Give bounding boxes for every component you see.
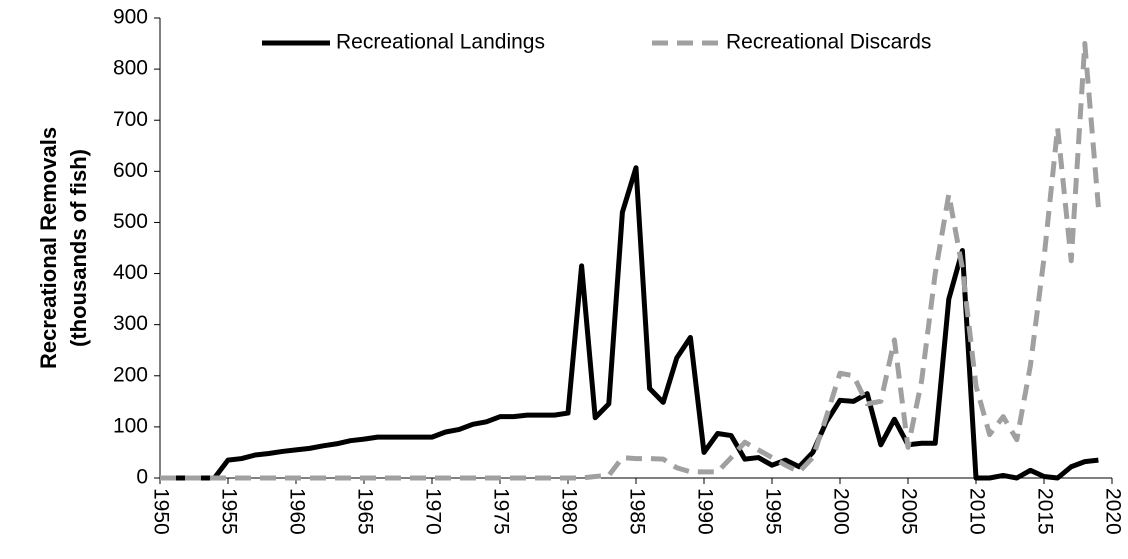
y-axis-title: (thousands of fish) xyxy=(66,149,91,347)
x-tick-label: 2015 xyxy=(1033,488,1056,535)
y-tick-label: 0 xyxy=(136,466,148,489)
y-tick-label: 400 xyxy=(113,261,148,284)
x-tick-label: 1965 xyxy=(353,488,376,535)
x-tick-label: 2000 xyxy=(829,488,852,535)
x-tick-label: 1995 xyxy=(761,488,784,535)
x-tick-label: 1975 xyxy=(489,488,512,535)
y-tick-label: 500 xyxy=(113,210,148,233)
x-tick-label: 2005 xyxy=(897,488,920,535)
x-tick-label: 1985 xyxy=(625,488,648,535)
legend-label: Recreational Landings xyxy=(336,31,545,54)
legend-label: Recreational Discards xyxy=(726,31,931,54)
x-tick-label: 1980 xyxy=(557,488,580,535)
x-tick-label: 1955 xyxy=(217,488,240,535)
y-tick-label: 600 xyxy=(113,159,148,182)
x-tick-label: 1970 xyxy=(421,488,444,535)
y-tick-label: 300 xyxy=(113,312,148,335)
y-tick-label: 100 xyxy=(113,414,148,437)
series-line xyxy=(160,41,1101,481)
y-tick-label: 800 xyxy=(113,57,148,80)
x-tick-label: 2010 xyxy=(965,488,988,535)
series-line xyxy=(160,165,1099,481)
y-tick-label: 700 xyxy=(113,108,148,131)
y-tick-label: 900 xyxy=(113,6,148,29)
x-tick-label: 1990 xyxy=(693,488,716,535)
x-tick-label: 2020 xyxy=(1101,488,1124,535)
x-tick-label: 1950 xyxy=(149,488,172,535)
y-tick-label: 200 xyxy=(113,363,148,386)
x-tick-label: 1960 xyxy=(285,488,308,535)
y-axis-title: Recreational Removals xyxy=(36,127,61,369)
